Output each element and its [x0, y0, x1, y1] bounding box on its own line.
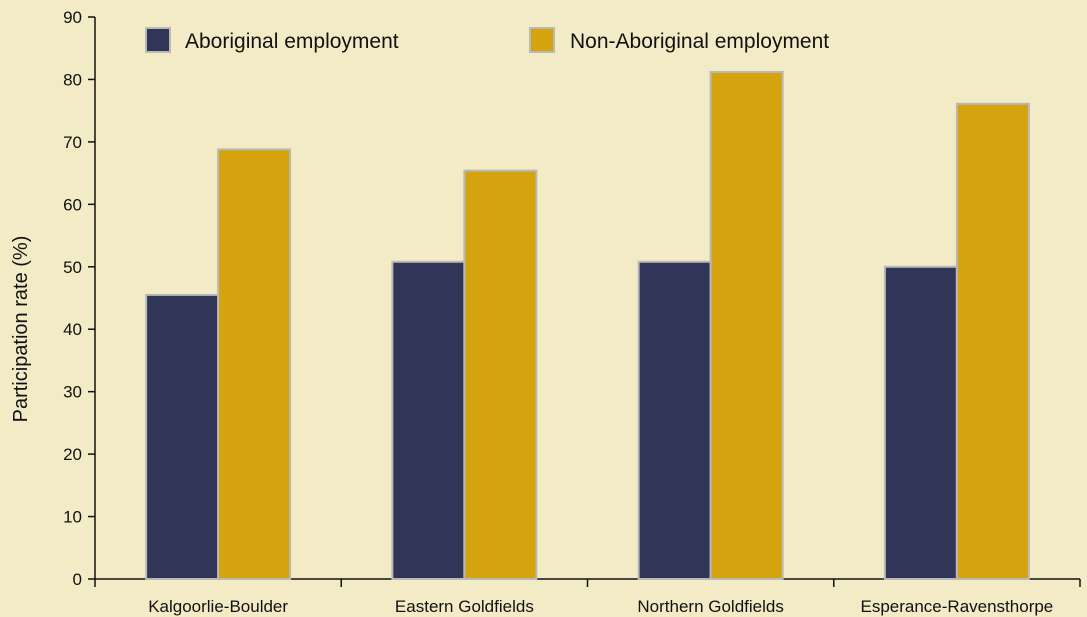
bar-aboriginal: [391, 260, 466, 580]
y-axis-label: Participation rate (%): [10, 236, 32, 423]
legend-swatch: [145, 27, 171, 53]
y-tick-label: 90: [63, 8, 82, 27]
y-tick-label: 50: [63, 258, 82, 277]
y-tick-label: 70: [63, 133, 82, 152]
y-tick-label: 60: [63, 195, 82, 214]
bar-non-aboriginal: [463, 169, 538, 580]
x-tick-label: Eastern Goldfields: [395, 597, 534, 616]
y-axis: 0 10 20 30 40 50 60 70 80 90: [63, 8, 96, 589]
bar-non-aboriginal: [955, 102, 1030, 580]
y-tick-label: 20: [63, 445, 82, 464]
legend-label: Non-Aboriginal employment: [570, 30, 829, 53]
y-tick-label: 10: [63, 508, 82, 527]
bar-non-aboriginal: [217, 148, 292, 580]
x-tick-label: Esperance-Ravensthorpe: [860, 597, 1053, 616]
bars: [145, 70, 1030, 580]
bar-aboriginal: [883, 265, 958, 580]
bar-non-aboriginal: [709, 70, 784, 580]
legend-label: Aboriginal employment: [185, 30, 399, 53]
x-tick-label: Northern Goldfields: [637, 597, 783, 616]
y-tick-label: 30: [63, 383, 82, 402]
y-tick-label: 0: [73, 570, 82, 589]
bar-aboriginal: [145, 293, 220, 580]
y-tick-label: 80: [63, 70, 82, 89]
legend: Aboriginal employment Non-Aboriginal empl…: [145, 27, 829, 53]
legend-swatch: [529, 27, 555, 53]
bar-aboriginal: [637, 260, 712, 580]
x-tick-label: Kalgoorlie-Boulder: [148, 597, 288, 616]
y-tick-label: 40: [63, 320, 82, 339]
